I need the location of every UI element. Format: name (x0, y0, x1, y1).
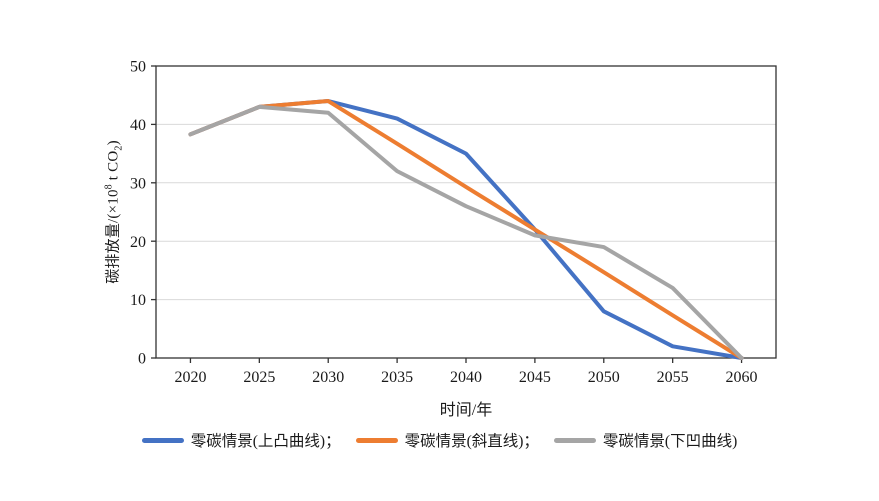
legend-swatch-0 (141, 437, 184, 443)
y-axis-title-text: 碳排放量/(×10 (105, 189, 122, 284)
x-tick-label: 2025 (243, 369, 275, 386)
y-axis-title: 碳排放量/(×108 t CO2) (102, 140, 125, 284)
y-axis-title-superscript: 8 (103, 184, 115, 190)
legend-label-0: 零碳情景(上凸曲线)； (190, 433, 341, 450)
y-axis-title-text: t CO (105, 150, 122, 185)
y-tick-label: 40 (130, 117, 146, 134)
legend-label-2: 零碳情景(下凹曲线) (602, 433, 738, 450)
legend-swatch-1 (355, 437, 398, 443)
legend-item-0: 零碳情景(上凸曲线)； (141, 429, 341, 451)
legend: 零碳情景(上凸曲线)； 零碳情景(斜直线)； 零碳情景(下凹曲线) (0, 429, 879, 451)
series-line-2 (188, 104, 744, 360)
y-axis-title-text: ) (105, 140, 122, 146)
series-line-1 (188, 99, 744, 360)
y-tick-label: 10 (130, 292, 146, 309)
series-line-0 (188, 99, 744, 360)
legend-swatch-2 (553, 437, 596, 443)
x-tick-label: 2060 (726, 369, 758, 386)
legend-item-1: 零碳情景(斜直线)； (355, 429, 539, 451)
legend-item-2: 零碳情景(下凹曲线) (553, 429, 738, 451)
x-tick-label: 2050 (588, 369, 620, 386)
x-tick-label: 2055 (657, 369, 689, 386)
y-tick-label: 0 (138, 351, 146, 368)
y-axis-title-subscript: 2 (113, 145, 125, 151)
y-tick-label: 50 (130, 59, 146, 76)
legend-label-1: 零碳情景(斜直线)； (404, 433, 539, 450)
y-tick-label: 30 (130, 175, 146, 192)
x-tick-label: 2045 (519, 369, 551, 386)
y-tick-label: 20 (130, 234, 146, 251)
x-tick-label: 2020 (174, 369, 206, 386)
x-axis-title: 时间/年 (439, 402, 493, 419)
x-tick-label: 2040 (450, 369, 482, 386)
x-tick-label: 2030 (312, 369, 344, 386)
x-tick-label: 2035 (381, 369, 413, 386)
